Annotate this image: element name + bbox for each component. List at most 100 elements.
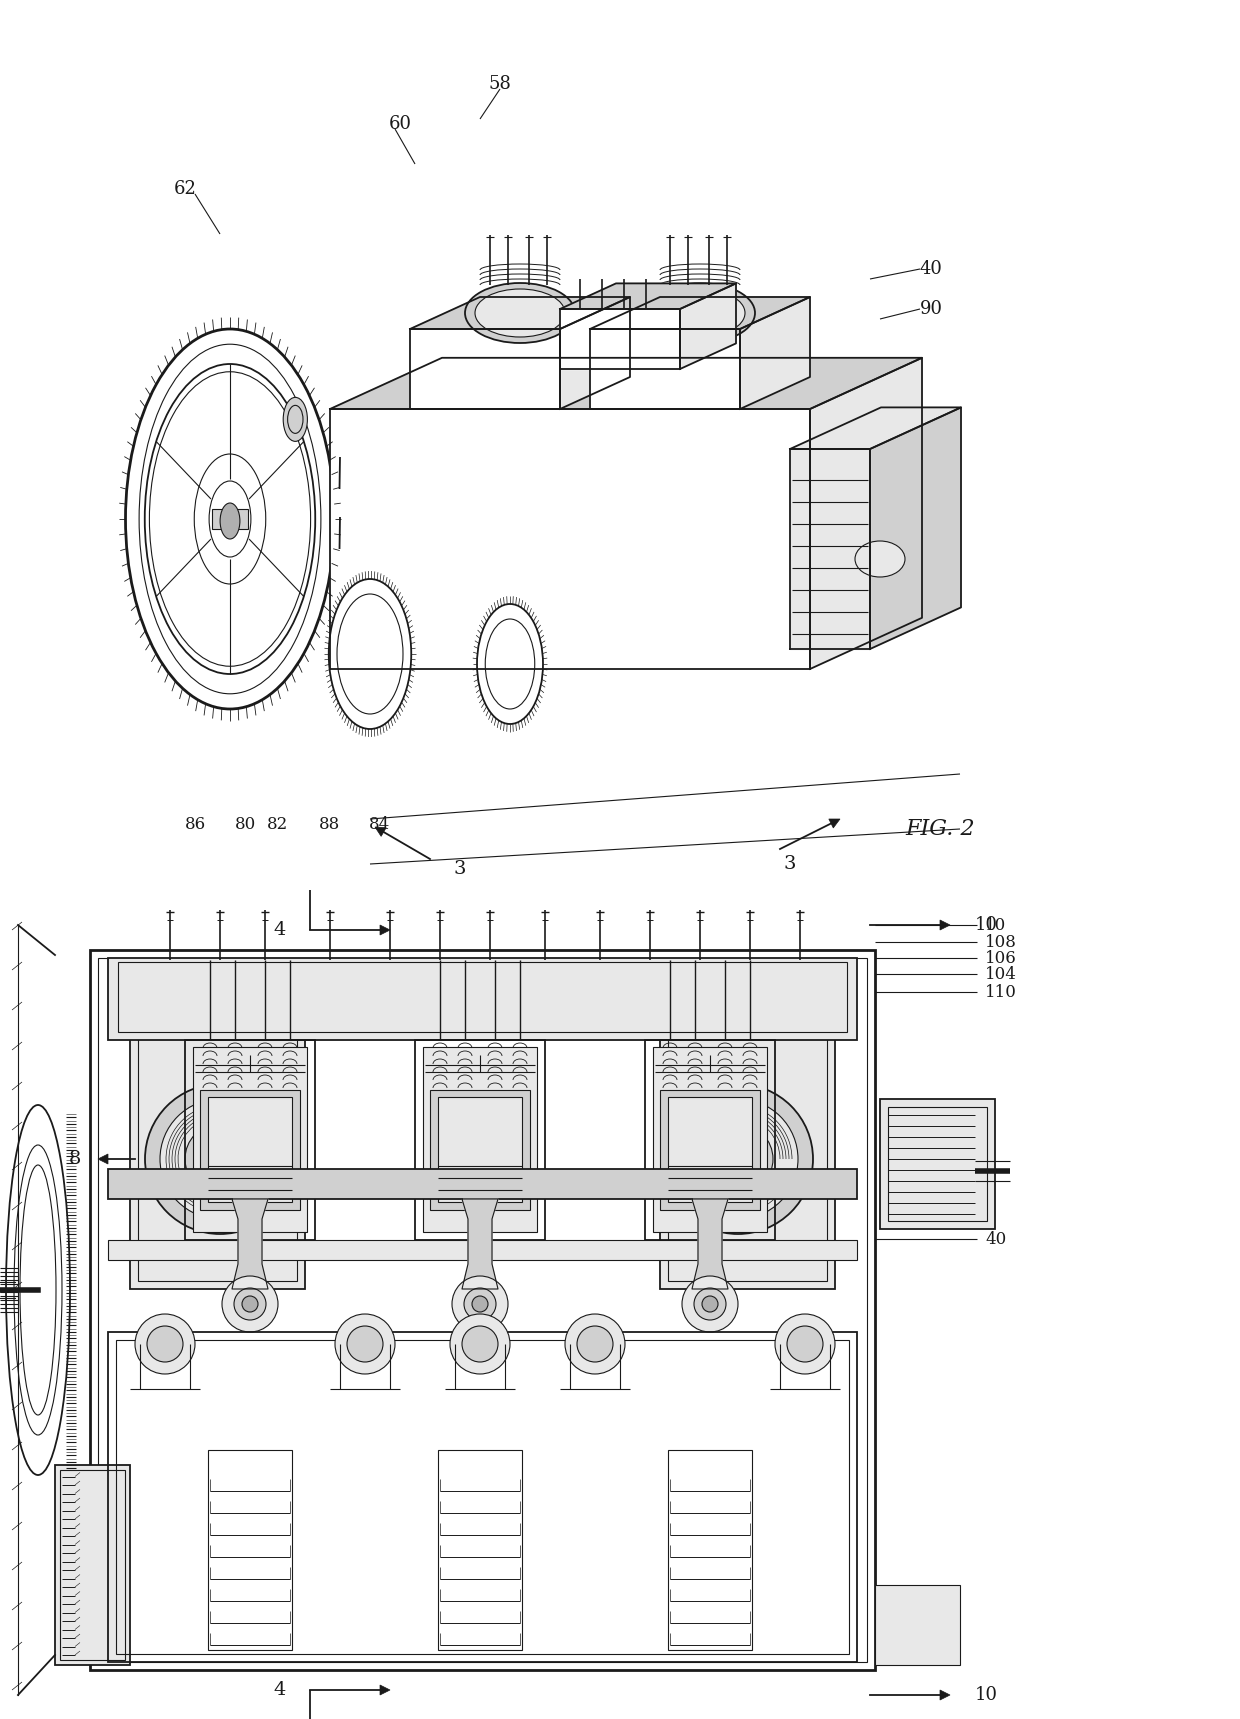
Polygon shape — [463, 1198, 498, 1289]
Bar — [91, 951, 875, 1669]
Polygon shape — [410, 297, 630, 328]
Polygon shape — [940, 920, 950, 930]
Bar — [117, 1341, 849, 1654]
Polygon shape — [560, 297, 630, 409]
Bar — [438, 1097, 522, 1202]
Text: FIG. 2: FIG. 2 — [905, 818, 975, 841]
Ellipse shape — [702, 1296, 718, 1312]
Bar — [55, 1465, 130, 1666]
Bar — [193, 1047, 308, 1233]
Polygon shape — [410, 328, 560, 409]
Text: 58: 58 — [489, 76, 511, 93]
Ellipse shape — [160, 1098, 280, 1219]
Ellipse shape — [185, 1124, 255, 1195]
Text: 90: 90 — [920, 301, 942, 318]
Polygon shape — [560, 309, 680, 370]
Bar — [880, 1098, 994, 1229]
Bar — [660, 1090, 760, 1210]
Bar — [660, 1009, 835, 1289]
Ellipse shape — [728, 1148, 748, 1169]
Ellipse shape — [222, 1275, 278, 1332]
Ellipse shape — [242, 1296, 258, 1312]
Ellipse shape — [465, 284, 575, 344]
Bar — [98, 957, 867, 1662]
Ellipse shape — [335, 1313, 396, 1373]
Bar — [430, 1090, 529, 1210]
Bar — [108, 1169, 857, 1198]
Text: 8: 8 — [68, 1150, 81, 1167]
Text: 84: 84 — [370, 815, 391, 832]
Bar — [668, 1451, 751, 1650]
Text: 86: 86 — [185, 815, 206, 832]
Text: 104: 104 — [985, 966, 1017, 983]
Polygon shape — [828, 818, 839, 829]
Ellipse shape — [472, 1296, 489, 1312]
Ellipse shape — [663, 1085, 813, 1234]
Bar — [438, 1451, 522, 1650]
Bar — [423, 1047, 537, 1233]
Polygon shape — [330, 358, 923, 409]
Bar — [130, 1009, 305, 1289]
Text: 10: 10 — [975, 1686, 998, 1704]
Text: 40: 40 — [920, 260, 942, 278]
Ellipse shape — [577, 1325, 613, 1361]
Polygon shape — [740, 297, 810, 409]
Polygon shape — [379, 925, 391, 935]
Bar — [653, 1047, 768, 1233]
Ellipse shape — [453, 1275, 508, 1332]
Ellipse shape — [463, 1325, 498, 1361]
Ellipse shape — [148, 1325, 184, 1361]
Polygon shape — [379, 1685, 391, 1695]
Polygon shape — [680, 284, 737, 370]
Text: 80: 80 — [234, 815, 255, 832]
Ellipse shape — [565, 1313, 625, 1373]
Text: 10: 10 — [975, 916, 998, 933]
Ellipse shape — [775, 1313, 835, 1373]
Bar — [118, 963, 847, 1031]
Bar — [60, 1470, 125, 1661]
Polygon shape — [232, 1198, 268, 1289]
Text: 88: 88 — [320, 815, 341, 832]
Ellipse shape — [145, 1085, 295, 1234]
Polygon shape — [590, 328, 740, 409]
Ellipse shape — [283, 397, 308, 442]
Polygon shape — [810, 358, 923, 669]
Bar — [108, 1332, 857, 1662]
Text: 40: 40 — [985, 1231, 1006, 1248]
Text: 82: 82 — [268, 815, 289, 832]
Text: 62: 62 — [174, 180, 196, 198]
Bar — [208, 1451, 291, 1650]
Text: 108: 108 — [985, 933, 1017, 951]
Bar — [888, 1107, 987, 1220]
Bar — [415, 1040, 546, 1239]
Bar — [208, 1097, 291, 1202]
Ellipse shape — [450, 1313, 510, 1373]
Polygon shape — [330, 409, 810, 669]
Text: 3: 3 — [454, 860, 466, 878]
Polygon shape — [374, 827, 386, 837]
Bar — [138, 1018, 298, 1281]
Ellipse shape — [678, 1098, 799, 1219]
Ellipse shape — [694, 1288, 725, 1320]
Ellipse shape — [682, 1275, 738, 1332]
Ellipse shape — [856, 541, 905, 578]
Bar — [668, 1018, 827, 1281]
Polygon shape — [790, 449, 870, 650]
Bar — [108, 1239, 857, 1260]
Ellipse shape — [645, 284, 755, 344]
Ellipse shape — [475, 289, 565, 337]
Polygon shape — [590, 297, 810, 328]
Ellipse shape — [703, 1124, 773, 1195]
Bar — [108, 957, 857, 1040]
Polygon shape — [790, 407, 961, 449]
Ellipse shape — [655, 289, 745, 337]
Text: 10: 10 — [985, 916, 1006, 933]
Bar — [212, 509, 248, 529]
Polygon shape — [940, 1690, 950, 1700]
Ellipse shape — [210, 1148, 229, 1169]
Polygon shape — [98, 1153, 108, 1164]
Bar — [185, 1040, 315, 1239]
Text: 4: 4 — [274, 1681, 286, 1698]
Ellipse shape — [234, 1288, 267, 1320]
Text: 4: 4 — [274, 921, 286, 939]
